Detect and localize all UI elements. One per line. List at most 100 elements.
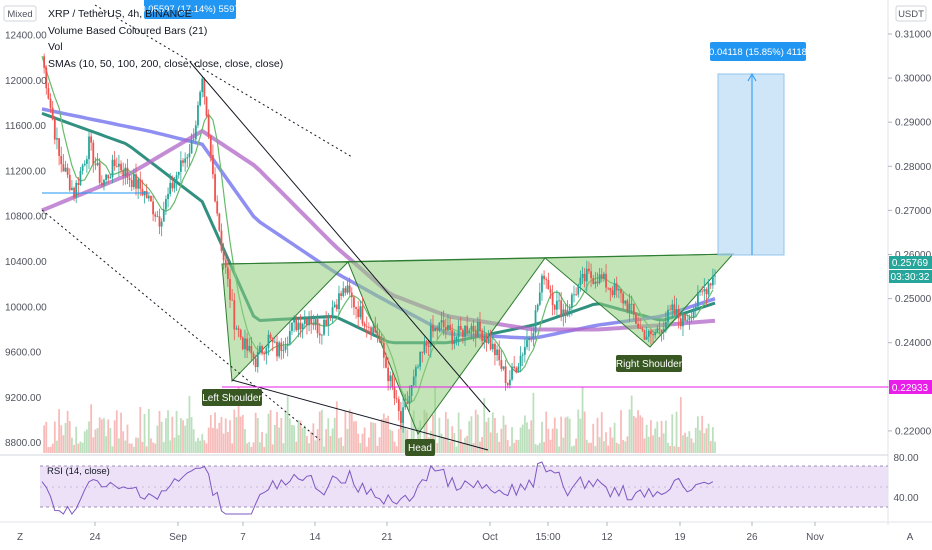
candle-body	[588, 268, 590, 272]
volume-bar	[461, 442, 464, 453]
right-axis-tick: 0.28000	[895, 162, 932, 173]
candle-body	[603, 273, 605, 279]
auto-scale-toggle[interactable]: A	[907, 532, 914, 543]
volume-bar	[523, 415, 526, 453]
volume-bar	[464, 437, 466, 453]
candle-body	[256, 351, 259, 368]
volume-bar	[51, 443, 54, 453]
volume-bar	[130, 443, 133, 453]
volume-bar	[549, 439, 552, 453]
volume-bar	[145, 446, 148, 453]
volume-bar	[402, 416, 404, 453]
candle-body	[184, 158, 187, 163]
volume-bar	[197, 437, 199, 453]
trend-line-lower-dotted[interactable]	[41, 209, 321, 441]
volume-bar	[688, 431, 691, 453]
volume-bar	[694, 427, 697, 453]
candle-body	[96, 162, 99, 166]
legend-symbol[interactable]: XRP / TetherUS, 4h, BINANCE	[48, 8, 192, 20]
volume-bar	[186, 418, 189, 453]
candle-body	[647, 330, 650, 337]
volume-bar	[654, 428, 657, 453]
candle-body	[169, 182, 172, 194]
rsi-pane[interactable]: RSI (14, close)	[40, 461, 888, 515]
timezone-toggle[interactable]: Z	[17, 532, 23, 543]
legend-smas[interactable]: SMAs (10, 50, 100, 200, close, close, cl…	[48, 58, 283, 70]
trend-line-descending[interactable]	[189, 61, 491, 413]
volume-bar	[199, 440, 202, 453]
volume-bar	[570, 446, 573, 453]
candle-body	[75, 182, 78, 198]
candle-body	[171, 182, 174, 189]
legend-volume-bars[interactable]: Volume Based Coloured Bars (21)	[48, 25, 207, 37]
candle-body	[209, 135, 212, 156]
candle-body	[56, 138, 58, 140]
volume-bar	[555, 428, 558, 453]
volume-bar	[45, 421, 48, 453]
volume-bar	[635, 417, 637, 453]
right-axis-tick: 0.24000	[895, 338, 932, 349]
volume-bar	[660, 420, 663, 453]
candle-body	[650, 330, 652, 335]
candle-body	[333, 304, 336, 308]
candle-body	[367, 326, 370, 328]
volume-bar	[632, 415, 635, 453]
target-projection[interactable]: 0.04118 (15.85%) 4118	[709, 42, 807, 256]
candle-body	[707, 283, 710, 295]
trend-lines[interactable]	[41, 4, 491, 451]
candle-body	[701, 291, 704, 293]
volume-bar	[592, 423, 595, 453]
candle-body	[124, 167, 127, 176]
candle-body	[635, 314, 637, 324]
volume-bar	[128, 443, 131, 453]
candle-body	[58, 138, 60, 156]
candle-body	[694, 306, 697, 311]
candle-body	[248, 345, 251, 351]
neckline[interactable]	[221, 253, 734, 265]
time-axis[interactable]: 24 Sep 7 14 21 Oct 15:00 12 19 26 Nov	[89, 522, 824, 543]
mixed-scale-button[interactable]: Mixed	[3, 5, 37, 22]
target-box[interactable]	[717, 73, 785, 256]
candle-body	[224, 260, 227, 268]
candle-body	[397, 399, 400, 412]
candle-body	[485, 335, 488, 344]
volume-bar	[299, 420, 302, 453]
volume-bar	[301, 427, 304, 453]
left-axis-tick: 11600.00	[5, 121, 46, 132]
candle-body	[100, 182, 103, 186]
volume-bar	[395, 446, 398, 453]
volume-bar	[205, 443, 208, 453]
volume-bar	[162, 442, 165, 453]
volume-bar	[667, 442, 669, 453]
candle-body	[303, 319, 306, 324]
candle-body	[276, 341, 278, 357]
candle-body	[583, 274, 586, 282]
top-measure[interactable]: 0.05597 (17.14%) 5597	[140, 0, 240, 19]
trend-line-shoulder-to-head[interactable]	[231, 379, 489, 451]
volume-bar	[207, 427, 210, 453]
volume-bar	[532, 392, 535, 453]
candle-body	[370, 327, 372, 335]
candle-body	[179, 160, 182, 172]
volume-bar	[71, 437, 73, 453]
volume-bar	[476, 414, 479, 453]
candle-body	[476, 322, 479, 338]
current-price-badge-bg	[889, 256, 932, 269]
volume-bar	[432, 414, 434, 453]
right-axis-tick: 0.22000	[895, 426, 932, 437]
candle-body	[203, 78, 206, 98]
candle-body	[284, 345, 287, 350]
candle-body	[654, 332, 657, 336]
volume-bar	[265, 433, 268, 453]
candle-body	[600, 274, 603, 279]
candle-body	[94, 164, 97, 166]
chart-legend[interactable]: XRP / TetherUS, 4h, BINANCE Volume Based…	[48, 8, 283, 70]
volume-bar	[479, 441, 481, 453]
volume-bar	[171, 416, 174, 453]
currency-button[interactable]: USDT	[895, 5, 927, 22]
candle-body	[205, 97, 208, 116]
volume-bar	[64, 423, 67, 453]
legend-vol[interactable]: Vol	[48, 41, 63, 53]
volume-bar	[109, 428, 112, 453]
